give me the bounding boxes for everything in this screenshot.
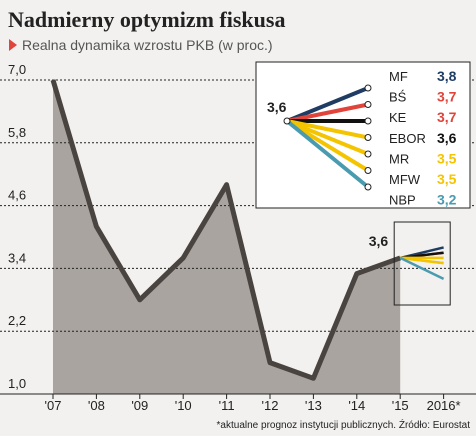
forecast-line	[400, 256, 444, 265]
line	[50, 79, 402, 381]
bullet	[9, 39, 17, 51]
forecast-line	[399, 256, 445, 280]
legend-name: NBP	[389, 193, 416, 208]
subtitle: Realna dynamika wzrostu PKB (w proc.)	[22, 37, 273, 53]
legend-name: MF	[389, 69, 408, 84]
legend-name: MFW	[389, 172, 421, 187]
legend-value: 3,5	[437, 150, 457, 166]
x-tick-label: '13	[305, 398, 322, 413]
x-tick-label: 2016*	[427, 398, 461, 413]
legend-name: MR	[389, 151, 409, 166]
inset-line	[286, 86, 369, 123]
x-tick-label: '08	[88, 398, 105, 413]
inset-line	[285, 119, 370, 189]
inset-origin	[283, 117, 291, 125]
x-tick-label: '11	[219, 398, 235, 413]
legend-value: 3,7	[437, 89, 457, 105]
inset-line	[286, 102, 369, 123]
x-tick-label: '15	[392, 398, 409, 413]
inset-dot	[364, 117, 372, 125]
y-tick-label: 1,0	[8, 376, 26, 391]
inset-line	[286, 119, 369, 156]
legend-name: BŚ	[389, 90, 407, 105]
legend-name: EBOR	[389, 131, 426, 146]
legend-value: 3,5	[437, 171, 457, 187]
y-tick-label: 5,8	[8, 125, 26, 140]
inset-dot	[364, 167, 372, 174]
inset-dot	[364, 183, 372, 191]
inset-line	[285, 119, 370, 173]
y-tick-label: 4,6	[8, 188, 26, 203]
y-tick-label: 3,4	[8, 250, 26, 265]
inset-dot	[364, 150, 372, 158]
y-tick-label: 2,2	[8, 313, 26, 328]
highlight-box	[393, 221, 451, 306]
footnote: *aktualne prognoz instytucji publicznych…	[217, 418, 471, 431]
x-tick-label: '10	[175, 398, 192, 413]
y-tick-label: 7,0	[8, 62, 26, 77]
chart-title: Nadmierny optymizm fiskusa	[8, 7, 285, 32]
x-tick-label: '07	[45, 398, 62, 413]
x-tick-label: '12	[262, 398, 279, 413]
inset-line	[286, 119, 369, 140]
legend-value: 3,7	[437, 109, 457, 125]
x-tick-label: '14	[348, 398, 365, 413]
legend-value: 3,6	[437, 130, 457, 146]
inset-start-label: 3,6	[267, 99, 287, 115]
inset-dot	[364, 84, 372, 92]
area	[53, 80, 401, 394]
legend-value: 3,2	[437, 192, 457, 208]
data-label: 3,6	[369, 233, 389, 249]
legend-value: 3,8	[437, 68, 457, 84]
inset-dot	[364, 101, 372, 108]
legend-name: KE	[389, 110, 407, 125]
inset-dot	[364, 134, 372, 141]
x-tick-label: '09	[131, 398, 148, 413]
